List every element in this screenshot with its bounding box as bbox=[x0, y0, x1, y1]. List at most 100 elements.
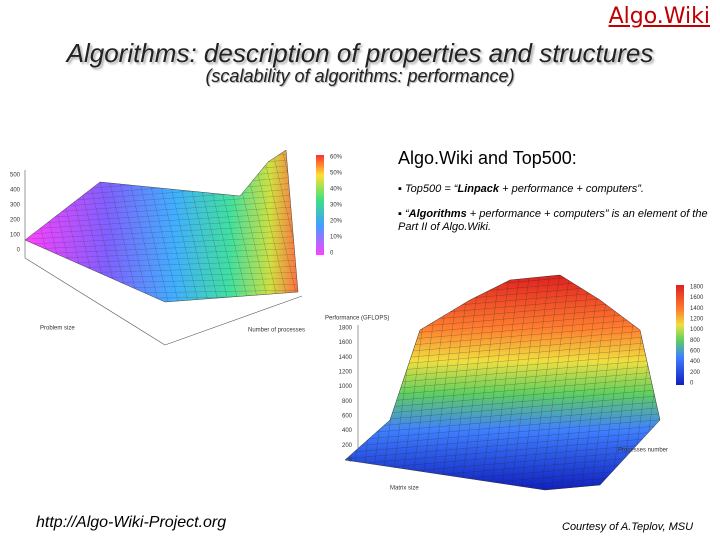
colorbar bbox=[316, 155, 324, 255]
mesh-line bbox=[469, 275, 501, 490]
mesh-line bbox=[519, 275, 551, 490]
mesh-line bbox=[345, 399, 660, 431]
tick-label: 800 bbox=[342, 399, 353, 405]
mesh-line bbox=[25, 235, 298, 251]
tick-label: 0 bbox=[330, 251, 334, 257]
axis bbox=[164, 295, 303, 346]
mesh-line bbox=[310, 270, 340, 500]
tick-label: 400 bbox=[690, 359, 701, 365]
tick-label: 1800 bbox=[690, 285, 704, 291]
tick-label: 400 bbox=[10, 188, 21, 194]
tick-label: 60% bbox=[330, 155, 343, 161]
mesh-line bbox=[25, 241, 298, 256]
tick-label: 20% bbox=[330, 219, 343, 225]
mesh-line bbox=[25, 217, 298, 236]
tick-label: 600 bbox=[690, 349, 701, 355]
tick-label: 400 bbox=[342, 428, 353, 434]
tick-label: 200 bbox=[10, 218, 21, 224]
mesh-line bbox=[259, 150, 298, 302]
mesh-line bbox=[345, 275, 660, 287]
tick-label: 1200 bbox=[339, 370, 353, 376]
mesh-line bbox=[459, 275, 491, 490]
tick-label: 800 bbox=[690, 338, 701, 344]
bullet: ▪ Top500 = “Linpack + performance + comp… bbox=[398, 183, 644, 195]
mesh-line bbox=[499, 275, 531, 490]
mesh-line bbox=[345, 483, 660, 490]
mesh-line bbox=[25, 205, 298, 226]
mesh-line bbox=[690, 270, 720, 500]
mesh-line bbox=[569, 275, 601, 490]
text: Top500 = “ bbox=[404, 183, 458, 195]
mesh-line bbox=[649, 275, 660, 490]
tick-label: 200 bbox=[690, 370, 701, 376]
title: Algorithms: description of properties an… bbox=[66, 38, 654, 68]
text: + performance + computers”. bbox=[499, 183, 644, 195]
axis-label: Performance (GFLOPS) bbox=[325, 316, 389, 322]
mesh-line bbox=[25, 199, 298, 221]
axis-label: Processes number bbox=[618, 448, 668, 454]
url[interactable]: http://Algo-Wiki-Project.org bbox=[36, 514, 227, 531]
tick-label: 30% bbox=[330, 203, 343, 209]
tick-label: 0 bbox=[349, 458, 353, 464]
mesh-line bbox=[279, 150, 298, 302]
tick-label: 1800 bbox=[339, 326, 353, 332]
mesh-line bbox=[345, 435, 660, 467]
tick-label: 1200 bbox=[690, 317, 704, 323]
left-plot: Problem size Number of processes 500 400 3… bbox=[10, 149, 343, 346]
mesh-line bbox=[680, 270, 710, 500]
mesh-line bbox=[345, 411, 660, 443]
tick-label: 10% bbox=[330, 235, 343, 241]
mesh-line bbox=[25, 229, 298, 246]
mesh-line bbox=[345, 429, 660, 461]
tick-label: 50% bbox=[330, 171, 343, 177]
bold: Linpack bbox=[457, 183, 500, 195]
right-plot: Performance (GFLOPS) Matrix size Process… bbox=[300, 270, 720, 500]
mesh-line bbox=[509, 275, 541, 490]
tick-label: 100 bbox=[10, 233, 21, 239]
axis-label: Problem size bbox=[40, 326, 75, 332]
mesh-line bbox=[439, 275, 471, 490]
tick-label: 200 bbox=[342, 443, 353, 449]
tick-label: 0 bbox=[17, 248, 21, 254]
tick-label: 40% bbox=[330, 187, 343, 193]
mesh-line bbox=[269, 150, 298, 302]
mesh-line bbox=[559, 275, 591, 490]
tick-label: 600 bbox=[342, 414, 353, 420]
tick-label: 1600 bbox=[690, 295, 704, 301]
mesh-line bbox=[529, 275, 561, 490]
text: “ bbox=[404, 208, 409, 220]
mesh-line bbox=[539, 275, 571, 490]
logo[interactable]: Algo.Wiki bbox=[608, 4, 710, 29]
tick-label: 0 bbox=[690, 381, 694, 387]
tick-label: 500 bbox=[10, 173, 21, 179]
axis bbox=[24, 257, 166, 346]
mesh-line bbox=[345, 275, 660, 281]
mesh-line bbox=[10, 314, 310, 315]
mesh-line bbox=[549, 275, 581, 490]
heading: Algo.Wiki and Top500: bbox=[398, 148, 577, 168]
bold: Algorithms bbox=[408, 208, 467, 220]
mesh-line bbox=[670, 270, 700, 500]
tick-label: 1400 bbox=[690, 306, 704, 312]
mesh-line bbox=[345, 423, 660, 455]
mesh-line bbox=[479, 275, 511, 490]
mesh-line bbox=[349, 275, 381, 490]
tick-label: 1000 bbox=[339, 384, 353, 390]
tick-label: 1600 bbox=[339, 340, 353, 346]
credit: Courtesy of A.Teplov, MSU bbox=[562, 521, 694, 533]
mesh-line bbox=[579, 275, 611, 490]
surface bbox=[344, 274, 661, 491]
mesh-line bbox=[25, 301, 298, 302]
tick-label: 300 bbox=[10, 203, 21, 209]
axis-label: Number of processes bbox=[248, 328, 305, 334]
bullet: ▪ “Algorithms + performance + computers”… bbox=[398, 208, 708, 233]
tick-label: 1400 bbox=[339, 355, 353, 361]
mesh-line bbox=[300, 270, 330, 500]
mesh-line bbox=[659, 275, 660, 490]
mesh-line bbox=[25, 211, 298, 231]
mesh-line bbox=[449, 275, 481, 490]
mesh-line bbox=[25, 223, 298, 241]
colorbar bbox=[676, 285, 684, 385]
